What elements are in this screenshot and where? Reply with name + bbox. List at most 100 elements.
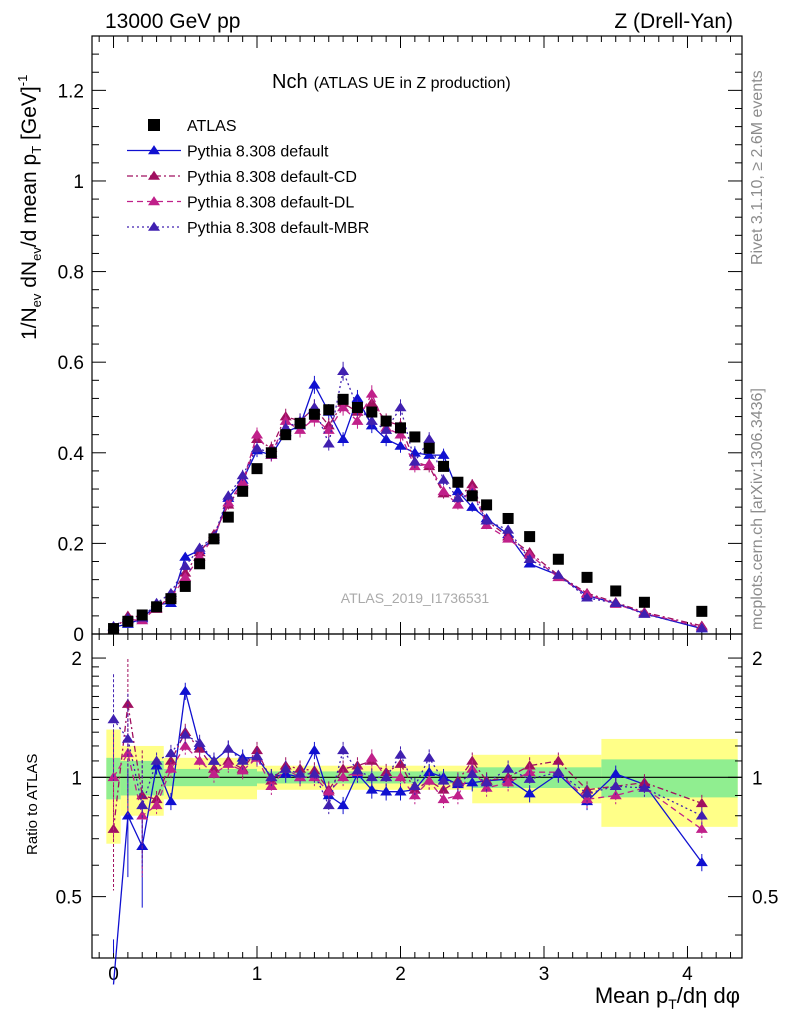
data-point [351, 401, 363, 413]
y-tick-label: 0 [73, 625, 84, 646]
data-point [696, 605, 708, 617]
ratio-marker [466, 755, 479, 765]
series-marker [451, 492, 464, 502]
ratio-marker [408, 780, 421, 790]
series-marker [523, 553, 536, 564]
ratio-marker [609, 780, 622, 790]
data-point [208, 533, 220, 545]
series-marker [337, 365, 350, 376]
ratio-y-tick-label-right: 1 [752, 768, 763, 789]
data-point [108, 623, 120, 635]
ratio-series-line [112, 691, 703, 985]
ratio-marker [451, 790, 464, 800]
ratio-marker [609, 768, 622, 778]
series-marker [437, 485, 450, 496]
series-marker [222, 490, 235, 500]
ratio-marker [552, 755, 565, 765]
legend-label: Pythia 8.308 default [187, 144, 329, 161]
main-panel: 0 0.2 0.4 0.6 0.8 1 1.2 [58, 35, 743, 958]
ratio-y-tick-label: 0.5 [56, 888, 82, 909]
ratio-marker [365, 771, 378, 782]
ratio-marker [380, 786, 393, 796]
series-marker [451, 499, 464, 509]
legend-label: ATLAS [187, 118, 237, 135]
ratio-marker [322, 799, 335, 810]
data-point [179, 580, 191, 592]
ratio-series-line [112, 704, 703, 830]
series-marker [480, 515, 493, 525]
ratio-marker [265, 771, 278, 782]
series-line [113, 368, 702, 629]
ratio-marker [437, 793, 450, 804]
series-marker [179, 571, 192, 582]
series-marker [179, 551, 192, 561]
series-marker [552, 569, 565, 579]
data-point [251, 463, 263, 475]
data-point [438, 460, 450, 472]
ratio-marker [523, 773, 536, 783]
ratio-y-tick-label: 1 [71, 768, 82, 789]
ratio-band-inner [601, 759, 738, 798]
ratio-panel: 0 1 2 3 4 0.5 0.5 1 1 2 2 [56, 633, 778, 985]
series-marker [394, 440, 407, 450]
data-point [481, 499, 493, 511]
series-marker [236, 476, 249, 487]
series-marker [365, 415, 378, 425]
series-marker [251, 442, 264, 453]
data-point [136, 609, 148, 621]
series-line [113, 402, 702, 631]
ratio-marker [552, 766, 565, 777]
ratio-marker [193, 755, 206, 765]
ratio-marker [365, 784, 378, 794]
x-axis-label: Mean pT/dη dφ [595, 983, 740, 1012]
ratio-marker [107, 714, 120, 724]
plot-title-sub: (ATLAS UE in Z production) [314, 75, 511, 92]
legend-label: Pythia 8.308 default-MBR [187, 220, 369, 237]
series-marker [179, 560, 192, 570]
ratio-marker [236, 755, 249, 765]
ratio-marker [423, 766, 436, 777]
series-marker [437, 449, 450, 459]
series-marker [193, 542, 206, 552]
ratio-y-tick-label-right: 0.5 [752, 888, 778, 909]
legend-marker [148, 221, 160, 231]
data-point [222, 511, 234, 523]
data-point [151, 601, 163, 613]
series-marker [502, 524, 515, 534]
data-point [524, 531, 536, 543]
x-tick-label: 4 [682, 964, 693, 985]
ratio-marker [502, 777, 515, 787]
data-point [394, 422, 406, 434]
legend-marker [148, 170, 160, 180]
series-marker [502, 533, 515, 543]
series-marker [380, 424, 393, 434]
plot-title-main: Nch [272, 71, 308, 93]
data-point [409, 431, 421, 443]
analysis-label: ATLAS_2019_I1736531 [341, 590, 490, 606]
ratio-marker [638, 782, 651, 792]
data-point [265, 447, 277, 459]
data-point [452, 476, 464, 488]
ratio-marker [179, 685, 192, 695]
series-marker [581, 592, 594, 602]
y-tick-label: 1.2 [58, 81, 84, 102]
ratio-marker [251, 750, 264, 761]
series-marker [322, 438, 335, 448]
ratio-marker [523, 788, 536, 798]
ratio-marker [121, 810, 134, 820]
ratio-marker [136, 810, 149, 820]
legend-marker-atlas [148, 119, 160, 131]
data-point [165, 593, 177, 605]
ratio-marker [150, 799, 163, 810]
data-point [610, 585, 622, 597]
data-point [581, 571, 593, 583]
ratio-marker [222, 758, 235, 768]
rivet-version-label: Rivet 3.1.10, ≥ 2.6M events [749, 70, 766, 265]
x-tick-label: 0 [108, 964, 119, 985]
ratio-marker [394, 786, 407, 796]
legend-marker [148, 196, 160, 206]
data-point [337, 393, 349, 405]
ratio-marker [164, 795, 177, 806]
ratio-marker [695, 823, 708, 833]
data-point [280, 429, 292, 441]
